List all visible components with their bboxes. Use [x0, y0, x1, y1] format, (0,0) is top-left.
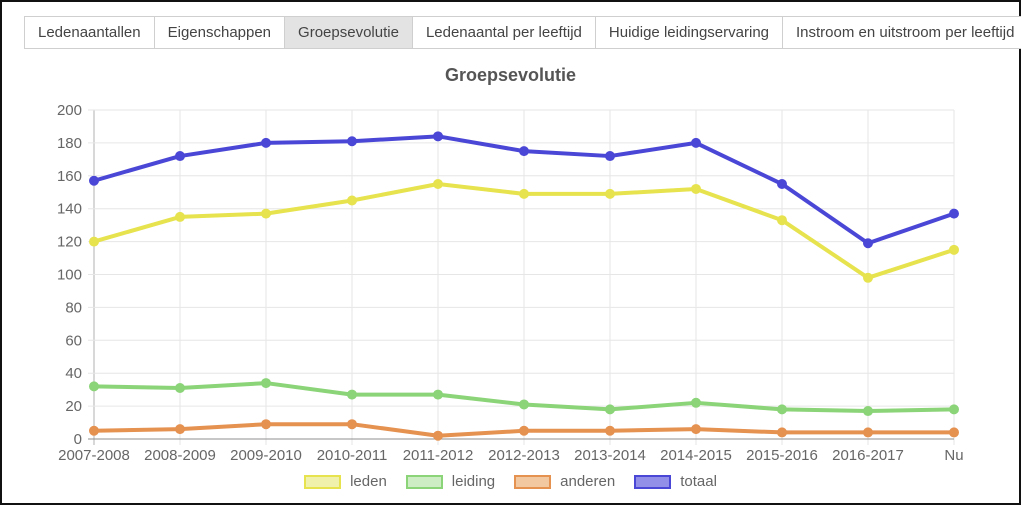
data-point-totaal[interactable] [949, 208, 959, 219]
data-point-leiding[interactable] [175, 383, 185, 394]
data-point-leden[interactable] [89, 236, 99, 247]
data-point-leiding[interactable] [691, 397, 701, 408]
data-point-leiding[interactable] [777, 404, 787, 415]
tab-groepsevolutie[interactable]: Groepsevolutie [284, 16, 413, 49]
data-point-anderen[interactable] [605, 425, 615, 436]
legend-swatch-anderen [514, 474, 552, 489]
legend-label-totaal: totaal [680, 473, 717, 490]
data-point-anderen[interactable] [347, 419, 357, 430]
x-tick-label: 2013-2014 [574, 447, 646, 464]
data-point-leiding[interactable] [949, 404, 959, 415]
data-point-leiding[interactable] [433, 389, 443, 400]
data-point-leiding[interactable] [261, 378, 271, 389]
y-tick-label: 120 [57, 234, 82, 251]
data-point-totaal[interactable] [433, 131, 443, 142]
data-point-leiding[interactable] [605, 404, 615, 415]
data-point-leden[interactable] [519, 188, 529, 199]
x-tick-label: 2009-2010 [230, 447, 302, 464]
data-point-totaal[interactable] [777, 179, 787, 190]
y-tick-label: 80 [65, 299, 82, 316]
tab-instroom-en-uitstroom-per-leeftijd[interactable]: Instroom en uitstroom per leeftijd [782, 16, 1021, 49]
legend-item-leden[interactable]: leden [304, 473, 387, 490]
x-tick-label: 2016-2017 [832, 447, 904, 464]
y-tick-label: 20 [65, 398, 82, 415]
data-point-anderen[interactable] [519, 425, 529, 436]
data-point-anderen[interactable] [949, 427, 959, 438]
data-point-leden[interactable] [261, 208, 271, 219]
y-tick-label: 60 [65, 332, 82, 349]
data-point-leden[interactable] [175, 211, 185, 222]
legend-swatch-leden [304, 474, 342, 489]
data-point-anderen[interactable] [777, 427, 787, 438]
legend-label-leiding: leiding [451, 473, 496, 490]
data-point-totaal[interactable] [519, 146, 529, 157]
chart-legend: leden leiding anderen totaal [2, 473, 1019, 490]
legend-item-totaal[interactable]: totaal [634, 473, 717, 490]
y-tick-label: 140 [57, 201, 82, 218]
data-point-leiding[interactable] [347, 389, 357, 400]
tab-eigenschappen[interactable]: Eigenschappen [153, 16, 286, 49]
data-point-leden[interactable] [863, 272, 873, 283]
x-tick-label: 2007-2008 [58, 447, 130, 464]
data-point-anderen[interactable] [89, 425, 99, 436]
groepsevolutie-chart: 2007-2008 2008-2009 2009-2010 2010-2011 2011… [57, 102, 964, 464]
data-point-leden[interactable] [691, 183, 701, 194]
legend-item-leiding[interactable]: leiding [405, 473, 496, 490]
data-point-leden[interactable] [347, 195, 357, 206]
legend-label-leden: leden [350, 473, 387, 490]
y-tick-label: 100 [57, 267, 82, 284]
data-point-leiding[interactable] [863, 406, 873, 417]
x-tick-label: 2015-2016 [746, 447, 818, 464]
data-point-totaal[interactable] [89, 175, 99, 186]
data-point-anderen[interactable] [261, 419, 271, 430]
data-point-anderen[interactable] [863, 427, 873, 438]
y-tick-label: 180 [57, 135, 82, 152]
tab-huidige-leidingservaring[interactable]: Huidige leidingservaring [594, 16, 783, 49]
data-point-leden[interactable] [605, 188, 615, 199]
x-tick-label: 2012-2013 [488, 447, 560, 464]
legend-label-anderen: anderen [560, 473, 616, 490]
data-point-totaal[interactable] [605, 151, 615, 162]
tab-ledenaantal-per-leeftijd[interactable]: Ledenaantal per leeftijd [411, 16, 596, 49]
legend-swatch-totaal [634, 474, 672, 489]
y-tick-label: 0 [74, 431, 82, 448]
x-tick-label: 2010-2011 [317, 447, 388, 464]
data-point-totaal[interactable] [175, 151, 185, 162]
data-point-anderen[interactable] [691, 424, 701, 435]
data-point-leiding[interactable] [519, 399, 529, 410]
data-point-leden[interactable] [777, 215, 787, 226]
chart-title: Groepsevolutie [444, 65, 577, 85]
data-point-totaal[interactable] [347, 136, 357, 147]
data-point-leiding[interactable] [89, 381, 99, 392]
x-tick-label: Nu [944, 447, 963, 464]
y-tick-label: 160 [57, 168, 82, 185]
data-point-totaal[interactable] [691, 137, 701, 148]
data-point-anderen[interactable] [175, 424, 185, 435]
x-tick-label: 2011-2012 [403, 447, 474, 464]
x-tick-label: 2014-2015 [660, 447, 732, 464]
legend-item-anderen[interactable]: anderen [514, 473, 615, 490]
data-point-leden[interactable] [433, 179, 443, 190]
y-tick-label: 40 [65, 365, 82, 382]
tab-ledenaantallen[interactable]: Ledenaantallen [24, 16, 155, 49]
data-point-anderen[interactable] [433, 430, 443, 441]
data-point-totaal[interactable] [863, 238, 873, 249]
data-point-leden[interactable] [949, 244, 959, 255]
y-tick-label: 200 [57, 102, 82, 119]
tab-bar: Ledenaantallen Eigenschappen Groepsevolu… [24, 16, 1021, 49]
legend-swatch-leiding [405, 474, 443, 489]
x-tick-label: 2008-2009 [144, 447, 216, 464]
data-point-totaal[interactable] [261, 137, 271, 148]
